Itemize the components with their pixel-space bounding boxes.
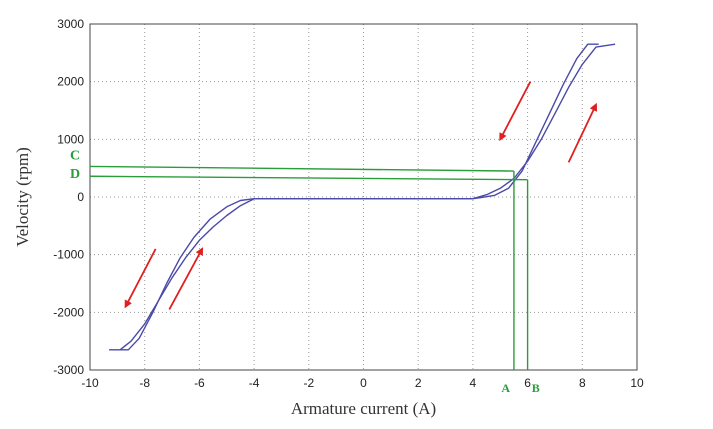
direction-arrows: [124, 81, 598, 310]
y-tick-label: -1000: [53, 248, 84, 262]
guide-lines: [89, 165, 529, 370]
x-tick-label: 6: [524, 376, 531, 390]
y-tick-label: 2000: [57, 75, 84, 89]
x-tick-label: 0: [360, 376, 367, 390]
y-tick-label: 1000: [57, 132, 84, 146]
x-tick-label: -6: [194, 376, 205, 390]
direction-arrow-2: [567, 102, 598, 163]
marker-label-c: C: [70, 148, 80, 163]
x-tick-label: -10: [81, 376, 99, 390]
y-tick-label: -2000: [53, 305, 84, 319]
series-layer: [109, 43, 616, 351]
y-tick-label: 0: [77, 190, 84, 204]
x-tick-label: -2: [303, 376, 314, 390]
x-tick-label: 4: [470, 376, 477, 390]
marker-label-d: D: [70, 167, 80, 182]
y-tick-label: 3000: [57, 17, 84, 31]
x-tick-label: 10: [630, 376, 644, 390]
x-axis-label: Armature current (A): [291, 399, 436, 418]
x-tick-label: 8: [579, 376, 586, 390]
marker-label-a: A: [501, 381, 510, 395]
marker-labels: CD A B: [70, 148, 540, 395]
series-line-3: [472, 43, 616, 200]
guide-line-2: [89, 175, 528, 181]
x-tick-label: 2: [415, 376, 422, 390]
tick-labels: -10 -8 -6 -4 -2 0 2 4 6 8 10 -3000 -2000 -1000 0 1000 20…: [53, 17, 644, 390]
direction-arrow-1: [499, 81, 532, 142]
direction-arrow-4: [168, 247, 204, 310]
grid: [90, 24, 637, 370]
guide-line-1: [89, 165, 514, 172]
marker-label-b: B: [532, 381, 540, 395]
x-tick-label: -8: [139, 376, 150, 390]
x-tick-label: -4: [249, 376, 260, 390]
series-line-1: [119, 198, 255, 351]
y-tick-label: -3000: [53, 363, 84, 377]
direction-arrow-3: [124, 248, 157, 309]
plot-frame: [89, 23, 638, 371]
series-line-4: [254, 43, 599, 200]
series-line-2: [109, 197, 473, 351]
y-axis-label: Velocity (rpm): [13, 147, 32, 247]
